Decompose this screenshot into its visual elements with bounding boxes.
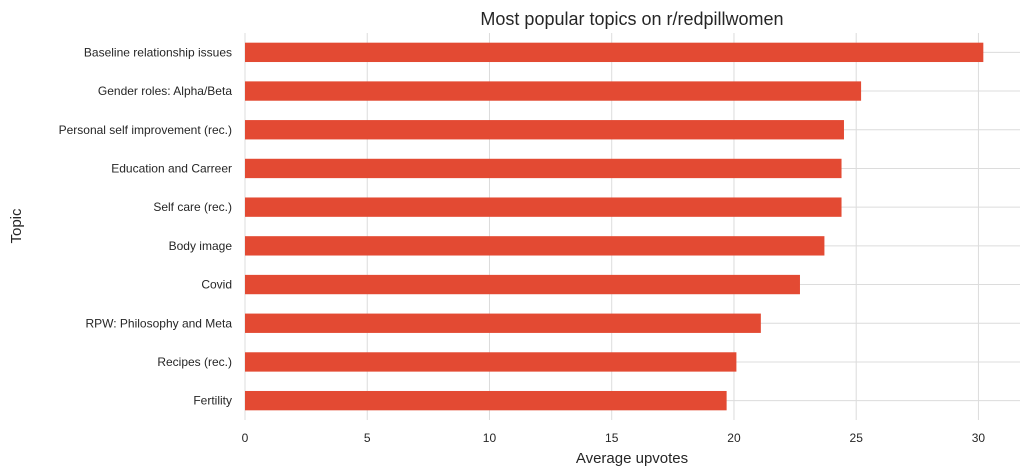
bar — [245, 120, 844, 140]
bar — [245, 42, 984, 63]
y-tick-label: Fertility — [193, 394, 232, 408]
bar — [245, 158, 842, 179]
y-tick-label: Gender roles: Alpha/Beta — [98, 84, 232, 98]
x-tick-label: 5 — [364, 431, 371, 445]
x-tick-labels: 0 5 10 15 20 25 30 — [242, 431, 986, 445]
x-tick-label: 25 — [850, 431, 864, 445]
bar — [245, 274, 800, 295]
chart-title: Most popular topics on r/redpillwomen — [480, 9, 783, 29]
y-tick-label: Personal self improvement (rec.) — [59, 123, 232, 137]
bar — [245, 236, 825, 256]
y-tick-label: Recipes (rec.) — [157, 355, 232, 369]
x-tick-label: 10 — [483, 431, 497, 445]
y-tick-label: RPW: Philosophy and Meta — [85, 316, 232, 330]
x-axis-label: Average upvotes — [576, 450, 688, 467]
y-tick-label: Baseline relationship issues — [84, 45, 232, 59]
y-tick-label: Self care (rec.) — [153, 200, 232, 214]
x-tick-label: 30 — [972, 431, 986, 445]
y-tick-label: Covid — [201, 278, 232, 292]
bar — [245, 197, 842, 217]
bar-layer — [245, 42, 984, 411]
y-axis-label: Topic — [8, 208, 25, 244]
y-tick-labels: Baseline relationship issues Gender roles… — [59, 45, 233, 407]
x-tick-label: 0 — [242, 431, 249, 445]
bar — [245, 81, 862, 101]
y-tick-label: Education and Carreer — [111, 161, 232, 175]
bar — [245, 390, 727, 411]
y-tick-label: Body image — [169, 239, 233, 253]
x-tick-label: 20 — [727, 431, 741, 445]
x-tick-label: 15 — [605, 431, 619, 445]
bar — [245, 352, 737, 372]
bar — [245, 313, 761, 333]
